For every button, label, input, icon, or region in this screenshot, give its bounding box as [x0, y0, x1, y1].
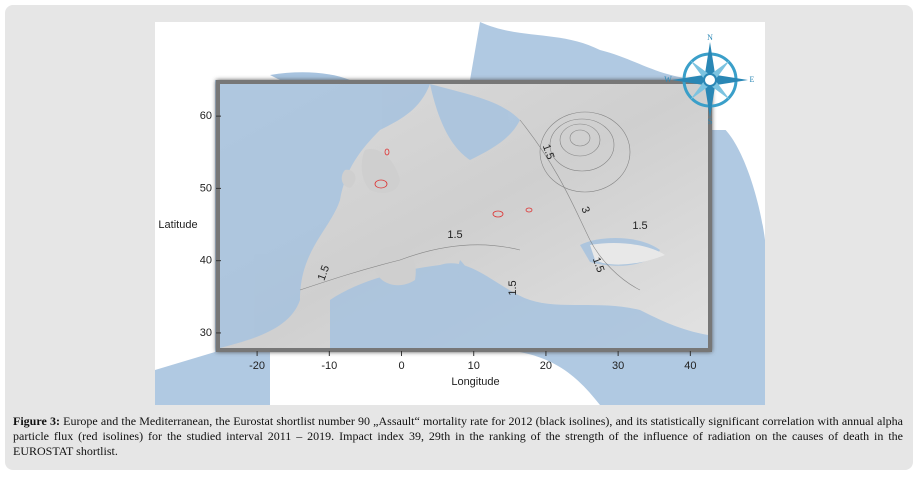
isoline-label: 3	[578, 205, 591, 215]
compass-letter: W	[664, 75, 672, 84]
compass-letter: S	[708, 117, 712, 126]
isoline-label: 1.5	[507, 280, 519, 295]
x-tick-label: 30	[612, 360, 624, 372]
x-tick-label: -20	[249, 360, 265, 372]
isoline-label: 1.5	[540, 143, 557, 161]
x-tick-label: 20	[540, 360, 552, 372]
x-tick-label: -10	[321, 360, 337, 372]
y-tick-label: 30	[200, 327, 212, 339]
figure-caption: Figure 3: Europe and the Mediterranean, …	[13, 414, 903, 459]
y-tick-label: 40	[200, 255, 212, 267]
x-tick-label: 10	[468, 360, 480, 372]
caption-text: Europe and the Mediterranean, the Eurost…	[13, 414, 903, 458]
x-axis-label: Longitude	[451, 376, 499, 388]
isolines	[299, 111, 641, 291]
compass-rose	[672, 42, 748, 118]
isoline-label: 1.5	[590, 256, 607, 274]
red-isolines	[374, 148, 533, 218]
y-axis-label: Latitude	[158, 219, 197, 231]
sea-areas	[220, 84, 708, 348]
isoline-label: 1.5	[632, 220, 647, 232]
land-areas	[341, 149, 665, 286]
caption-label: Figure 3:	[13, 414, 60, 428]
compass-letter: N	[707, 33, 713, 42]
x-tick-label: 0	[398, 360, 404, 372]
isoline-label: 1.5	[316, 264, 333, 282]
y-tick-label: 50	[200, 182, 212, 194]
x-tick-label: 40	[684, 360, 696, 372]
map-figure: -20 -10 0 10 20 30 40 30 40 50 60 Longitude Latitude…	[155, 22, 765, 405]
isoline-label: 1.5	[447, 229, 462, 241]
compass-letter: E	[750, 75, 755, 84]
y-tick-label: 60	[200, 110, 212, 122]
